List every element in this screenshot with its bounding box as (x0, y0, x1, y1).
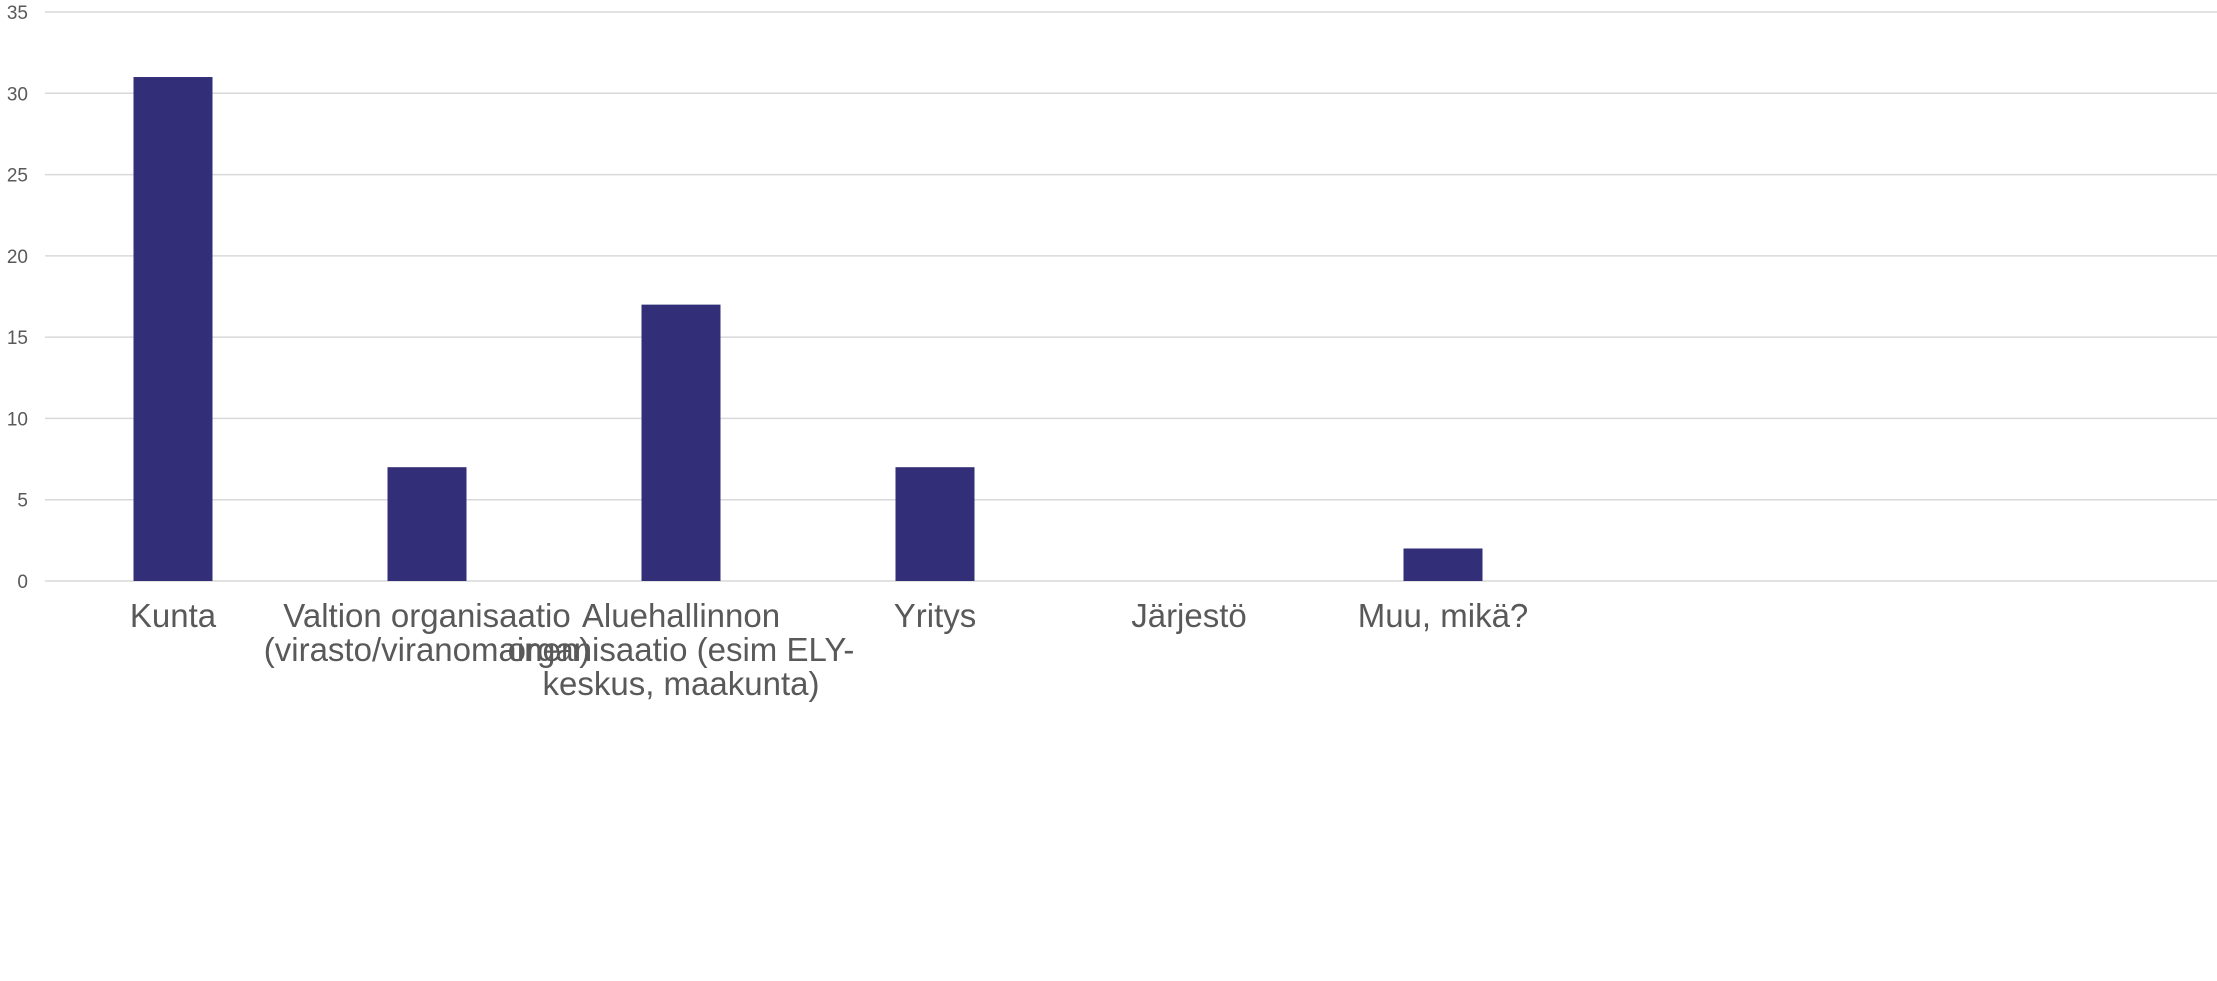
x-category-label: Järjestö (1131, 597, 1247, 634)
y-tick-label: 0 (17, 572, 28, 593)
y-axis-tick-labels: 0 5 10 15 20 25 30 35 (7, 3, 28, 593)
x-category-label-line: Järjestö (1131, 597, 1247, 634)
y-tick-label: 25 (7, 166, 28, 187)
x-category-label: Muu, mikä? (1358, 597, 1529, 634)
x-category-label-line: organisaatio (esim ELY- (508, 631, 855, 668)
x-category-label-line: Aluehallinnon (582, 597, 780, 634)
x-category-label: Aluehallinnon organisaatio (esim ELY-kesk… (508, 597, 855, 702)
y-tick-label: 30 (7, 84, 28, 105)
x-category-label: Kunta (130, 597, 217, 634)
bar-2 (641, 304, 721, 581)
bar-0 (133, 77, 213, 582)
x-category-label-line: Valtion organisaatio (283, 597, 570, 634)
x-category-label: Valtion organisaatio (virasto/viranomaine… (264, 597, 590, 668)
y-tick-label: 5 (17, 491, 28, 512)
y-tick-label: 10 (7, 409, 28, 430)
gridlines (45, 11, 2217, 582)
bar-3 (895, 467, 975, 581)
y-tick-label: 15 (7, 328, 28, 349)
bars (133, 77, 1483, 582)
x-category-label-line: Muu, mikä? (1358, 597, 1529, 634)
bar-5 (1403, 548, 1483, 581)
y-tick-label: 20 (7, 247, 28, 268)
bar-1 (387, 467, 467, 581)
y-tick-label: 35 (7, 3, 28, 24)
x-category-label-line: Kunta (130, 597, 217, 634)
x-category-label-line: keskus, maakunta) (543, 665, 820, 702)
x-category-label-line: (virasto/viranomainen) (264, 631, 590, 668)
x-axis-category-labels: Kunta Valtion organisaatio (virasto/virano… (130, 597, 1528, 702)
x-category-label-line: Yritys (894, 597, 977, 634)
x-category-label: Yritys (894, 597, 977, 634)
